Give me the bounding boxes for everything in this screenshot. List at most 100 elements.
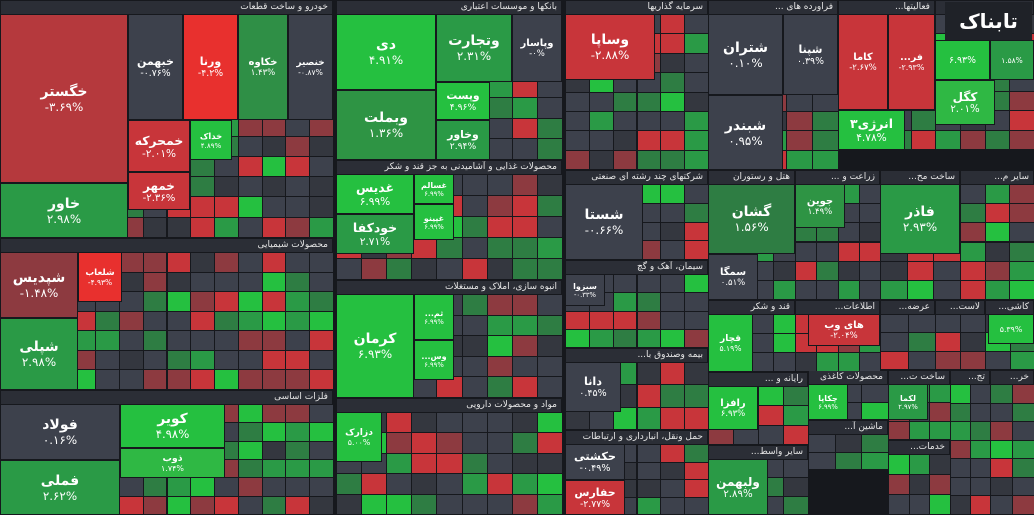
filler-tile xyxy=(286,423,310,441)
change: ۱.۵۸% xyxy=(1001,55,1023,65)
symbol: شپلی xyxy=(19,339,59,355)
change: -۲.۸۸% xyxy=(590,48,630,62)
filler-tile xyxy=(462,238,487,258)
filler-tile xyxy=(362,474,387,494)
stock-tile: ۱.۵۸% xyxy=(990,40,1034,80)
filler-tile xyxy=(191,370,215,389)
filler-tile xyxy=(838,242,859,261)
filler-tile xyxy=(286,156,310,177)
stock-tile: دانا ۰.۴۵% xyxy=(565,362,621,412)
filler-tile xyxy=(143,350,167,370)
filler-tile xyxy=(512,377,537,397)
symbol: شتران xyxy=(723,39,768,56)
filler-tile xyxy=(119,478,143,496)
sector-title: ساخت ت... xyxy=(889,371,949,384)
filler-tile xyxy=(787,150,812,169)
filler-tile xyxy=(215,370,238,389)
filler-tile xyxy=(637,241,661,259)
stock-tile: وخاور ۲.۹۴% xyxy=(436,120,490,160)
filler-tile xyxy=(487,217,512,237)
change: -۴.۹۳% xyxy=(87,277,113,287)
filler-tile xyxy=(835,435,862,452)
filler-tile xyxy=(119,331,143,350)
filler-tile xyxy=(487,259,512,279)
stock-tile: جوین ۱.۴۹% xyxy=(795,184,845,228)
filler-tile xyxy=(661,363,685,385)
change: ۲.۷۱% xyxy=(359,235,391,248)
filler-tile xyxy=(215,253,238,272)
filler-tile xyxy=(752,315,774,333)
change: -۰% xyxy=(529,48,545,59)
symbol: خگستر xyxy=(40,83,88,100)
filler-tile xyxy=(813,111,838,131)
filler-tile xyxy=(143,217,167,237)
symbol: غسالم xyxy=(421,180,447,190)
filler-tile xyxy=(537,433,562,453)
filler-tile xyxy=(167,478,191,496)
filler-tile xyxy=(759,406,783,425)
symbol: غپینو xyxy=(423,213,445,223)
filler-tile xyxy=(537,356,562,377)
filler-tile xyxy=(685,92,708,111)
filler-tile xyxy=(238,370,262,389)
symbol: قچار xyxy=(720,333,741,344)
filler-tile xyxy=(985,204,1010,223)
filler-tile xyxy=(262,272,286,292)
filler-tile xyxy=(215,311,238,331)
filler-tile xyxy=(487,494,512,514)
filler-tile xyxy=(286,370,310,389)
filler-tile xyxy=(991,403,1012,422)
stock-tile: وبملت ۱.۳۶% xyxy=(336,90,436,160)
filler-tile xyxy=(310,441,333,459)
filler-tile xyxy=(971,422,990,440)
filler-tile xyxy=(589,92,613,111)
change: ۶.۹۹% xyxy=(424,317,444,326)
sector-title: محصولات کاغذی xyxy=(809,371,887,384)
filler-tile xyxy=(637,203,661,222)
filler-tile xyxy=(286,478,310,496)
filler-tile xyxy=(143,253,167,272)
filler-tile xyxy=(362,494,387,514)
filler-tile xyxy=(537,196,562,216)
change: -۰.۴۹% xyxy=(579,463,611,474)
filler-tile xyxy=(487,413,512,433)
filler-tile xyxy=(613,407,637,429)
filler-tile xyxy=(462,377,487,397)
filler-tile xyxy=(238,405,262,423)
stock-tile: شستا -۰.۶۶% xyxy=(565,184,643,260)
filler-tile xyxy=(838,280,859,299)
symbol: فملی xyxy=(40,472,80,489)
stock-tile: وساپا -۲.۸۸% xyxy=(565,14,655,80)
filler-tile xyxy=(661,73,685,92)
filler-tile xyxy=(1010,92,1034,111)
filler-tile xyxy=(951,385,970,403)
filler-tile xyxy=(971,459,990,477)
filler-tile xyxy=(971,403,990,422)
filler-tile xyxy=(661,480,685,497)
symbol: وساپا xyxy=(590,32,630,48)
filler-tile xyxy=(685,15,708,34)
filler-tile xyxy=(889,495,909,514)
filler-tile xyxy=(215,331,238,350)
filler-tile xyxy=(310,197,333,217)
filler-tile xyxy=(387,494,412,514)
filler-tile xyxy=(238,331,262,350)
filler-tile xyxy=(685,73,708,92)
logo: تابناک xyxy=(945,2,1032,40)
filler-tile xyxy=(462,196,487,216)
filler-tile xyxy=(537,238,562,258)
filler-tile xyxy=(589,150,613,169)
filler-tile xyxy=(412,433,437,453)
filler-tile xyxy=(909,455,930,474)
symbol: دی xyxy=(375,37,396,53)
filler-tile xyxy=(961,242,985,261)
filler-tile xyxy=(191,217,215,237)
sector-title: خودرو و ساخت قطعات xyxy=(1,1,332,14)
filler-tile xyxy=(817,280,838,299)
stock-tile: دی ۴.۹۱% xyxy=(336,14,436,90)
filler-tile xyxy=(310,253,333,272)
filler-tile xyxy=(661,222,685,241)
filler-tile xyxy=(310,272,333,292)
filler-tile xyxy=(661,15,685,34)
filler-tile xyxy=(859,223,880,242)
